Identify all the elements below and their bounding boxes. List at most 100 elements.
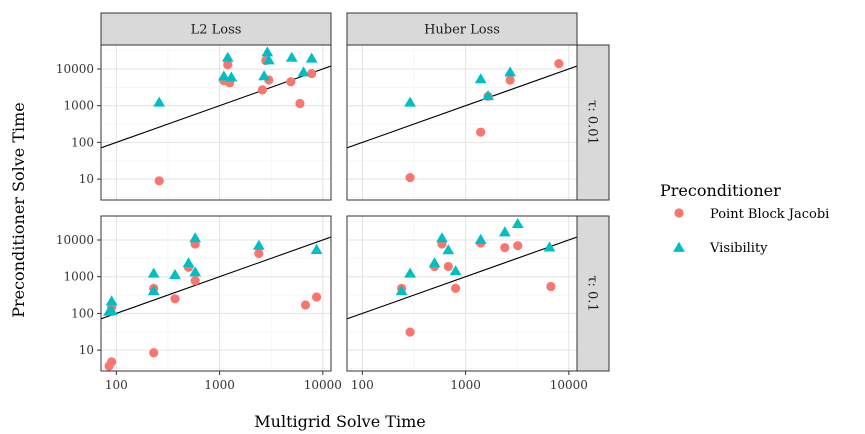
circle-point <box>254 248 264 259</box>
panel-points <box>153 46 318 186</box>
series-point-block-jacobi <box>405 59 564 183</box>
legend-label: Point Block Jacobi <box>710 207 829 222</box>
panel-background <box>101 45 331 200</box>
strip-label: τ: 0.1 <box>585 275 600 311</box>
panel-0-0 <box>100 44 332 201</box>
triangle-point <box>543 241 556 252</box>
reference-line <box>101 236 331 320</box>
legend-item-visibility: Visibility <box>673 241 768 256</box>
circle-point <box>405 173 415 183</box>
triangle-point <box>262 54 275 65</box>
triangle-point <box>147 285 160 296</box>
x-axis-title: Multigrid Solve Time <box>254 412 425 431</box>
strip-background <box>576 44 610 201</box>
strip-background <box>346 12 578 46</box>
triangle-point <box>147 267 160 278</box>
strip-background <box>100 12 332 46</box>
triangle-point <box>182 257 195 268</box>
triangle-point <box>105 295 118 306</box>
ticks-layer: 10 100 1000 10000 10 100 1000 10000 100 1000 10000… <box>56 62 588 392</box>
triangle-point <box>105 304 118 316</box>
circle-point <box>154 176 164 186</box>
x-tick-label: 10000 <box>550 378 588 392</box>
triangle-point <box>217 70 230 81</box>
x-tick-label: 100 <box>105 378 128 392</box>
panel-background <box>347 45 577 200</box>
x-tick-label: 1000 <box>450 378 481 392</box>
circle-point <box>307 68 317 79</box>
triangle-point <box>310 243 323 254</box>
triangle-point <box>285 51 298 62</box>
panel-grid <box>347 45 577 200</box>
strips-layer: L2 Loss Huber Loss τ: 0.01 τ: 0.1 <box>100 12 610 372</box>
panel-grid <box>347 216 577 371</box>
reference-line <box>347 236 577 320</box>
panel-grid <box>101 216 331 371</box>
strip-label: Huber Loss <box>424 23 500 38</box>
circle-point <box>286 77 296 87</box>
circle-point <box>107 357 117 367</box>
triangle-point <box>498 226 511 237</box>
series-visibility <box>153 46 318 107</box>
triangle-point <box>449 265 462 276</box>
strip-background <box>576 215 610 372</box>
legend-item-point-block-jacobi: Point Block Jacobi <box>674 207 829 222</box>
triangle-point <box>428 257 441 268</box>
y-tick-label: 100 <box>71 135 94 149</box>
panel-background <box>347 216 577 371</box>
circle-point <box>295 98 305 109</box>
circle-point <box>300 300 311 310</box>
y-tick-label: 1000 <box>63 270 94 284</box>
triangle-point <box>474 233 487 244</box>
circle-point <box>443 261 453 272</box>
panel-points <box>395 217 556 337</box>
strip-col-0: L2 Loss <box>100 12 332 46</box>
circle-point <box>505 75 515 85</box>
legend-triangle-key <box>673 241 685 252</box>
series-visibility <box>395 217 556 296</box>
series-visibility <box>103 232 323 316</box>
panel-points <box>404 59 564 183</box>
panel-background <box>101 216 331 371</box>
triangle-point <box>261 46 274 57</box>
y-tick-label: 10 <box>79 172 94 186</box>
circle-point <box>450 283 461 293</box>
x-tick-label: 100 <box>351 378 374 392</box>
panel-1-1 <box>346 215 578 372</box>
series-visibility <box>404 66 517 107</box>
reference-line <box>347 65 577 149</box>
triangle-point <box>442 244 455 255</box>
legend-circle-key <box>674 208 684 218</box>
triangle-point <box>169 268 181 280</box>
panel-0-1 <box>100 215 332 372</box>
y-tick-label: 10000 <box>56 62 94 76</box>
y-tick-label: 1000 <box>63 99 94 113</box>
y-tick-label: 10 <box>79 343 94 357</box>
triangle-point <box>404 96 416 107</box>
triangle-point <box>436 232 448 243</box>
triangle-point <box>482 90 494 101</box>
circle-point <box>513 241 523 251</box>
triangle-point <box>153 96 166 107</box>
circle-point <box>546 281 556 292</box>
panels-layer <box>100 44 578 372</box>
circle-point <box>476 127 486 137</box>
triangle-point <box>258 70 271 81</box>
panel-points <box>103 232 323 371</box>
triangle-point <box>297 66 310 77</box>
x-tick-label: 1000 <box>204 378 235 392</box>
panel-border <box>100 215 332 372</box>
triangle-point <box>252 239 265 250</box>
circle-point <box>257 85 268 95</box>
circle-point <box>554 59 564 69</box>
triangle-point <box>305 52 318 63</box>
triangle-point <box>189 232 202 243</box>
triangle-point <box>474 73 487 84</box>
triangle-point <box>221 51 234 62</box>
legend-title: Preconditioner <box>660 181 781 200</box>
triangle-point <box>404 267 416 278</box>
strip-col-1: Huber Loss <box>346 12 578 46</box>
triangle-point <box>504 66 517 77</box>
circle-point <box>223 60 233 70</box>
x-tick-label: 10000 <box>304 378 342 392</box>
